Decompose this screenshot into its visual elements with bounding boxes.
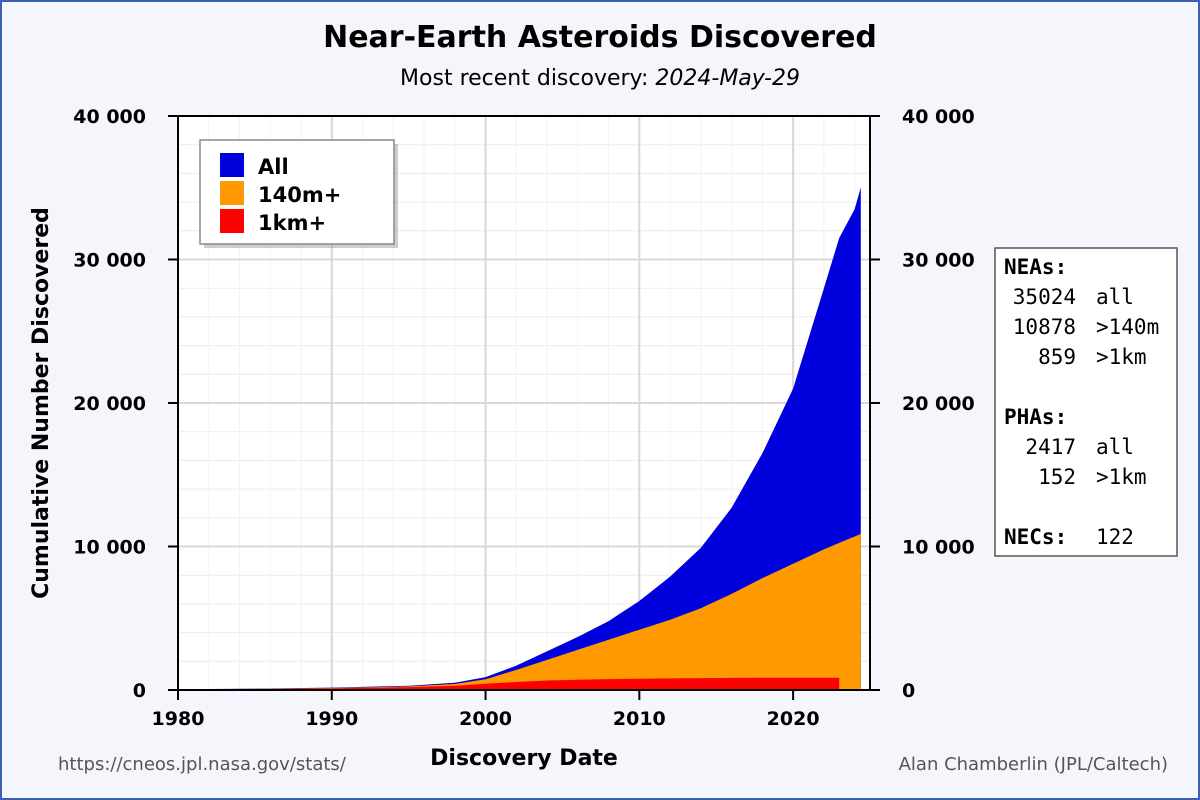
- author-credit: Alan Chamberlin (JPL/Caltech): [899, 754, 1168, 775]
- neas-all-value: 35024: [1013, 285, 1076, 309]
- y-axis-label: Cumulative Number Discovered: [29, 207, 54, 599]
- y-tick-label-left: 10 000: [73, 537, 146, 559]
- x-tick-label: 2010: [613, 708, 666, 730]
- necs-value: 122: [1096, 525, 1134, 549]
- y-tick-label-right: 40 000: [902, 106, 975, 128]
- x-tick-label: 2000: [459, 708, 512, 730]
- y-tick-label-left: 30 000: [73, 250, 146, 272]
- legend-label-1km: 1km+: [258, 211, 326, 235]
- neas-1km-value: 859: [1038, 345, 1076, 369]
- neas-140m-value: 10878: [1013, 315, 1076, 339]
- legend-swatch-all: [220, 153, 244, 177]
- x-tick-label: 1990: [305, 708, 358, 730]
- neas-140m-label: >140m: [1096, 315, 1159, 339]
- chart-subtitle: Most recent discovery: 2024-May-29: [400, 66, 800, 91]
- y-tick-label-left: 20 000: [73, 393, 146, 415]
- phas-1km-label: >1km: [1096, 465, 1147, 489]
- x-axis-label: Discovery Date: [430, 746, 618, 771]
- area-140m: [178, 533, 861, 690]
- phas-all-value: 2417: [1025, 435, 1076, 459]
- y-tick-label-right: 10 000: [902, 537, 975, 559]
- phas-heading: PHAs:: [1004, 405, 1067, 429]
- legend-label-140m: 140m+: [258, 183, 341, 207]
- phas-all-label: all: [1096, 435, 1134, 459]
- stats-box: NEAs: 35024 all 10878 >140m 859 >1km PHA…: [994, 247, 1178, 557]
- legend-swatch-140m: [220, 181, 244, 205]
- area-all: [178, 187, 861, 690]
- source-url[interactable]: https://cneos.jpl.nasa.gov/stats/: [58, 754, 347, 775]
- chart-title: Near-Earth Asteroids Discovered: [323, 20, 877, 55]
- axes: 0 0 10 000 10 000 20 000 20 000 30 000 30 000 40…: [73, 106, 974, 730]
- area-series: [178, 187, 861, 690]
- legend-swatch-1km: [220, 209, 244, 233]
- neas-all-label: all: [1096, 285, 1134, 309]
- y-tick-label-right: 0: [902, 680, 915, 702]
- x-tick-label: 2020: [767, 708, 820, 730]
- y-tick-label-right: 20 000: [902, 393, 975, 415]
- x-tick-label: 1980: [152, 708, 205, 730]
- neas-heading: NEAs:: [1004, 255, 1067, 279]
- legend-label-all: All: [258, 155, 289, 179]
- subtitle-date: 2024-May-29: [655, 66, 800, 91]
- legend: All 140m+ 1km+: [199, 139, 398, 248]
- y-tick-label-left: 40 000: [73, 106, 146, 128]
- area-1km: [178, 677, 840, 690]
- neas-1km-label: >1km: [1096, 345, 1147, 369]
- necs-heading: NECs:: [1004, 525, 1067, 549]
- y-tick-label-left: 0: [133, 680, 146, 702]
- y-tick-label-right: 30 000: [902, 250, 975, 272]
- subtitle-prefix: Most recent discovery:: [400, 66, 655, 91]
- phas-1km-value: 152: [1038, 465, 1076, 489]
